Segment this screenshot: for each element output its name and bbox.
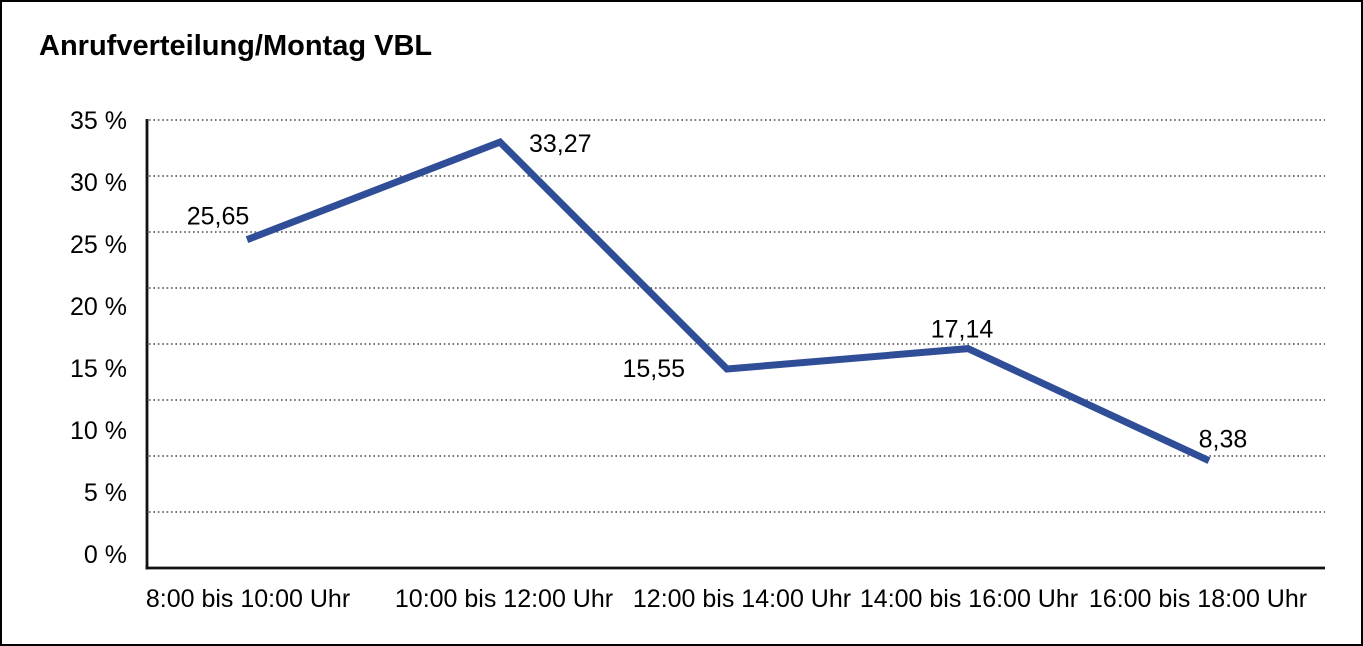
data-point-label: 33,27 (529, 130, 592, 158)
data-point-label: 17,14 (931, 316, 994, 344)
y-tick-label: 0 % (84, 541, 127, 569)
x-tick-label: 14:00 bis 16:00 Uhr (860, 585, 1078, 613)
data-point-label: 15,55 (622, 355, 685, 383)
x-tick-label: 8:00 bis 10:00 Uhr (146, 585, 350, 613)
y-tick-label: 25 % (70, 231, 127, 259)
data-point-label: 8,38 (1199, 426, 1248, 454)
series-line (245, 138, 1211, 464)
y-tick-label: 30 % (70, 169, 127, 197)
y-tick-label: 35 % (70, 107, 127, 135)
y-tick-label: 5 % (84, 479, 127, 507)
y-tick-label: 20 % (70, 293, 127, 321)
chart-title: Anrufverteilung/Montag VBL (39, 30, 433, 62)
y-tick-label: 15 % (70, 355, 127, 383)
x-tick-label: 12:00 bis 14:00 Uhr (633, 585, 851, 613)
x-tick-label: 10:00 bis 12:00 Uhr (395, 585, 613, 613)
x-tick-label: 16:00 bis 18:00 Uhr (1089, 585, 1307, 613)
data-point-label: 25,65 (187, 203, 250, 231)
y-tick-label: 10 % (70, 417, 127, 445)
